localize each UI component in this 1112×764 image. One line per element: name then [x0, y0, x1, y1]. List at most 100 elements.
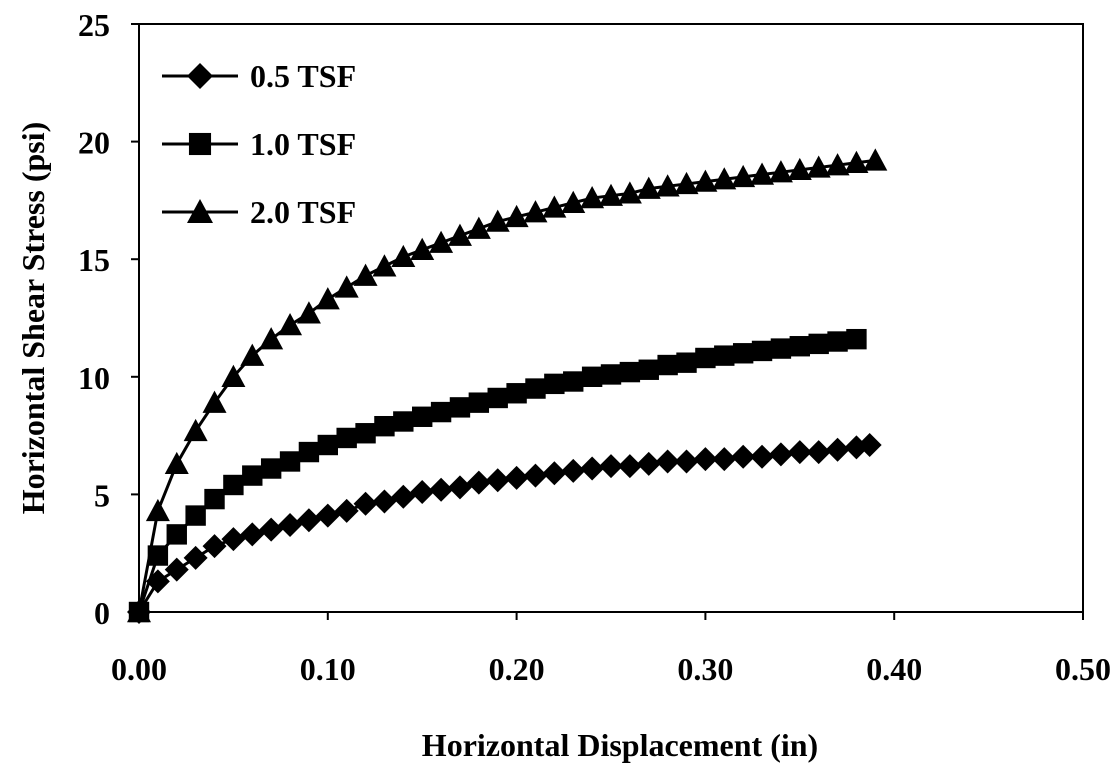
data-point	[674, 171, 699, 195]
data-point	[278, 313, 303, 336]
data-point	[259, 517, 284, 542]
data-point	[202, 390, 227, 413]
data-point	[185, 505, 206, 526]
data-point	[296, 301, 321, 324]
data-point	[599, 183, 623, 206]
data-point	[504, 465, 529, 490]
data-point	[655, 174, 680, 197]
data-point	[260, 458, 282, 479]
data-point	[806, 155, 831, 178]
legend-item: 1.0 TSF	[162, 126, 356, 162]
x-axis: 0.00 0.10 0.20 0.30 0.40 0.50	[111, 612, 1111, 687]
y-tick-label: 25	[78, 7, 110, 43]
data-point	[789, 336, 810, 357]
data-point	[466, 216, 491, 239]
x-axis-title: Horizontal Displacement (in)	[422, 727, 818, 763]
data-point	[393, 411, 414, 432]
legend-item: 0.5 TSF	[162, 58, 356, 94]
data-point	[731, 164, 756, 188]
data-point	[846, 328, 867, 350]
data-point	[353, 491, 378, 516]
data-point	[164, 557, 189, 582]
y-tick-label: 5	[94, 477, 110, 513]
x-tick-label: 0.30	[677, 651, 733, 687]
data-point	[315, 287, 340, 310]
y-tick-label: 0	[94, 595, 110, 631]
data-point	[712, 447, 737, 472]
data-point	[468, 392, 490, 413]
data-point	[619, 361, 641, 383]
data-point	[768, 442, 793, 467]
data-point	[712, 167, 737, 190]
data-point	[147, 545, 169, 566]
data-point	[857, 433, 882, 458]
data-point	[695, 347, 716, 369]
data-point	[317, 434, 338, 456]
data-point	[542, 195, 567, 218]
data-point	[731, 444, 756, 469]
data-point	[240, 522, 265, 547]
data-point	[259, 327, 284, 350]
y-axis: 0 5 10 15 20 25	[78, 7, 139, 631]
data-point	[825, 437, 850, 462]
data-point	[751, 340, 773, 362]
data-point	[636, 451, 661, 476]
data-point	[372, 254, 397, 277]
series-diamond	[127, 433, 882, 624]
data-point	[581, 366, 603, 387]
data-point	[166, 524, 187, 545]
data-point	[336, 427, 357, 449]
x-tick-label: 0.00	[111, 651, 167, 687]
x-tick-label: 0.40	[866, 651, 922, 687]
data-point	[447, 475, 472, 500]
data-point	[732, 343, 754, 364]
legend: 0.5 TSF 1.0 TSF 2.0 TSF	[162, 58, 356, 230]
legend-label: 1.0 TSF	[250, 126, 356, 162]
data-point	[863, 148, 888, 171]
data-point	[447, 223, 472, 246]
data-point	[674, 449, 699, 474]
legend-item: 2.0 TSF	[162, 194, 356, 230]
data-point	[296, 508, 321, 533]
data-point	[374, 415, 395, 437]
data-point	[278, 512, 303, 537]
data-point	[636, 176, 661, 199]
data-point	[806, 440, 831, 465]
legend-label: 2.0 TSF	[250, 194, 356, 230]
data-point	[429, 230, 454, 253]
data-point	[298, 441, 320, 463]
data-point	[221, 364, 246, 387]
data-point	[561, 458, 586, 483]
data-point	[449, 397, 471, 418]
data-point	[334, 275, 359, 298]
data-point	[506, 383, 527, 404]
legend-marker	[187, 63, 213, 89]
data-point	[844, 150, 869, 173]
data-point	[563, 371, 584, 392]
data-point	[391, 484, 416, 509]
data-point	[523, 200, 548, 223]
y-axis-title: Horizontal Shear Stress (psi)	[15, 122, 51, 515]
y-tick-label: 20	[78, 125, 110, 161]
data-point	[561, 190, 586, 213]
data-point	[787, 440, 812, 465]
legend-label: 0.5 TSF	[250, 58, 356, 94]
data-point	[617, 181, 642, 204]
data-point	[825, 153, 850, 176]
data-point	[315, 503, 340, 528]
data-point	[600, 364, 622, 385]
data-point	[183, 545, 208, 570]
data-point	[487, 387, 508, 409]
data-point	[204, 488, 225, 510]
data-point	[657, 354, 678, 376]
data-point	[750, 444, 775, 469]
data-point	[485, 209, 510, 232]
data-point	[466, 470, 491, 495]
legend-marker	[188, 132, 212, 156]
data-point	[599, 454, 623, 479]
y-tick-label: 10	[78, 360, 110, 396]
data-point	[410, 480, 435, 505]
data-point	[770, 338, 792, 359]
data-point	[221, 527, 246, 552]
